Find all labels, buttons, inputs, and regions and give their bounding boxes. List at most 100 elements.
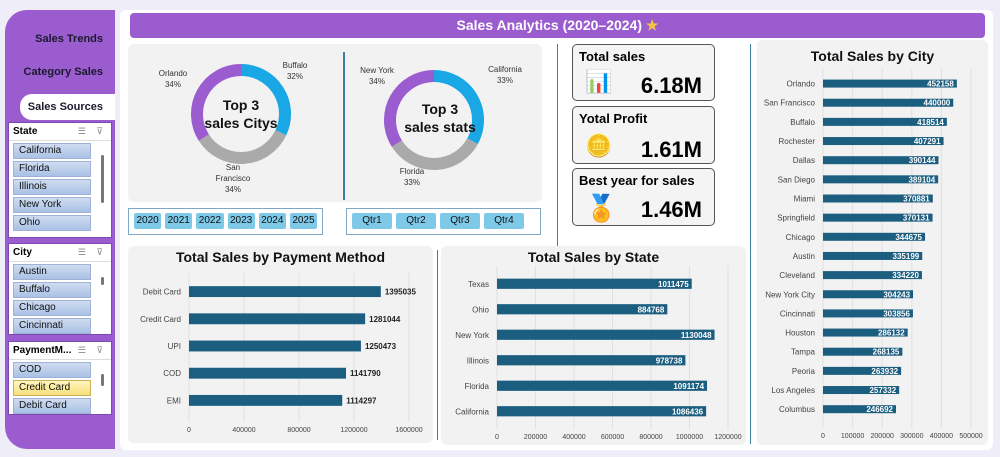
data-label: 334220	[892, 271, 919, 280]
donut-slice	[198, 129, 287, 164]
bar[interactable]	[497, 406, 707, 417]
nav-category-sales[interactable]: Category Sales	[23, 66, 103, 78]
year-button[interactable]: 2020	[134, 213, 162, 229]
y-category-label: Florida	[465, 382, 490, 391]
data-label: 978738	[656, 356, 683, 365]
slicer-item[interactable]: New York	[13, 197, 91, 213]
bar[interactable]	[823, 79, 957, 88]
x-tick-label: 0	[821, 433, 825, 440]
y-category-label: Chicago	[786, 233, 816, 242]
data-label: 1141790	[350, 369, 381, 378]
multi-select-and-clear-filter-icons[interactable]: ☰ ⊽	[77, 126, 107, 136]
donut-center-label: Top 3 sales Citys	[196, 96, 286, 132]
bar[interactable]	[823, 213, 933, 222]
slicer-item[interactable]: Illinois	[13, 179, 91, 195]
bar[interactable]	[823, 137, 944, 146]
x-tick-label: 1200000	[340, 427, 367, 434]
quarter-button[interactable]: Qtr2	[396, 213, 436, 229]
data-label: 335199	[893, 252, 920, 261]
slicer-title: PaymentM...	[13, 345, 72, 356]
bar[interactable]	[823, 251, 923, 260]
divider	[557, 44, 558, 439]
bar[interactable]	[823, 328, 908, 337]
y-category-label: Credit Card	[140, 315, 181, 324]
slicer-item[interactable]: Cincinnati	[13, 318, 91, 334]
slicer-item[interactable]: Buffalo	[13, 282, 91, 298]
slicer-item[interactable]: COD	[13, 362, 91, 378]
slicer-item[interactable]: Austin	[13, 264, 91, 280]
data-label: 1114297	[346, 396, 377, 405]
year-button[interactable]: 2025	[289, 213, 318, 229]
quarter-button[interactable]: Qtr3	[440, 213, 480, 229]
bar[interactable]	[189, 286, 381, 298]
data-label: 268135	[873, 348, 900, 357]
slicer-item[interactable]: Ohio	[13, 215, 91, 231]
bar[interactable]	[823, 98, 954, 107]
bar[interactable]	[823, 366, 902, 375]
bar[interactable]	[823, 156, 939, 165]
bar[interactable]	[189, 394, 343, 406]
bar[interactable]	[823, 309, 913, 318]
bar[interactable]	[823, 271, 922, 280]
kpi-label: Total sales	[579, 49, 646, 64]
bar[interactable]	[823, 232, 926, 241]
x-tick-label: 100000	[841, 433, 864, 440]
bar[interactable]	[823, 405, 897, 414]
donut-charts	[191, 64, 484, 170]
bar[interactable]	[189, 313, 366, 325]
bar[interactable]	[823, 386, 900, 395]
year-button[interactable]: 2023	[227, 213, 255, 229]
slicer-item[interactable]: Florida	[13, 161, 91, 177]
y-category-label: Debit Card	[143, 288, 181, 297]
multi-select-and-clear-filter-icons[interactable]: ☰ ⊽	[77, 247, 107, 257]
x-tick-label: 1600000	[395, 427, 422, 434]
data-label: 246692	[866, 405, 893, 414]
x-tick-label: 400000	[562, 434, 585, 441]
bar[interactable]	[497, 304, 668, 315]
bar[interactable]	[823, 290, 914, 299]
x-tick-label: 200000	[871, 433, 894, 440]
y-category-label: Houston	[785, 329, 815, 338]
scrollbar[interactable]	[101, 155, 104, 203]
data-label: 1011475	[658, 280, 689, 289]
scrollbar[interactable]	[101, 277, 104, 285]
slicer-item[interactable]: California	[13, 143, 91, 159]
bar[interactable]	[823, 194, 933, 203]
year-button[interactable]: 2024	[258, 213, 286, 229]
bar[interactable]	[823, 347, 903, 356]
bar[interactable]	[497, 355, 686, 366]
data-label: 884768	[638, 305, 665, 314]
kpi-total-profit: Yotal Profit 🪙 1.61M	[572, 106, 715, 164]
bar[interactable]	[189, 367, 346, 379]
quarter-button[interactable]: Qtr1	[352, 213, 392, 229]
y-category-label: EMI	[167, 396, 181, 405]
donut-label: San Francisco 34%	[208, 162, 258, 195]
bar[interactable]	[497, 380, 708, 391]
bar[interactable]	[823, 175, 939, 184]
center-line: sales stats	[404, 119, 476, 135]
title-text: Sales Analytics (2020–2024)	[456, 17, 643, 33]
slicer-item[interactable]: Chicago	[13, 300, 91, 316]
slicer-item[interactable]: Debit Card	[13, 398, 91, 414]
quarter-button[interactable]: Qtr4	[484, 213, 524, 229]
star-icon: ★	[645, 17, 659, 33]
slicer-item[interactable]: Credit Card	[13, 380, 91, 396]
state-slicer: State ☰ ⊽ California Florida Illinois New Yo…	[8, 122, 112, 238]
bar[interactable]	[497, 329, 715, 340]
bar[interactable]	[497, 278, 692, 289]
year-button[interactable]: 2021	[165, 213, 193, 229]
nav-sales-trends[interactable]: Sales Trends	[35, 33, 103, 45]
y-category-label: Peoria	[792, 367, 816, 376]
divider	[750, 44, 751, 444]
y-category-label: Springfield	[777, 214, 815, 223]
kpi-value: 1.61M	[640, 137, 702, 162]
bar[interactable]	[189, 340, 361, 352]
center-line: Top 3	[421, 101, 459, 117]
nav-sales-sources[interactable]: Sales Sources	[20, 94, 115, 120]
multi-select-and-clear-filter-icons[interactable]: ☰ ⊽	[77, 345, 107, 355]
data-label: 1091174	[673, 382, 704, 391]
year-button[interactable]: 2022	[196, 213, 224, 229]
scrollbar[interactable]	[101, 374, 104, 386]
bar[interactable]	[823, 117, 947, 126]
chart-title: Total Sales by State	[527, 249, 660, 265]
